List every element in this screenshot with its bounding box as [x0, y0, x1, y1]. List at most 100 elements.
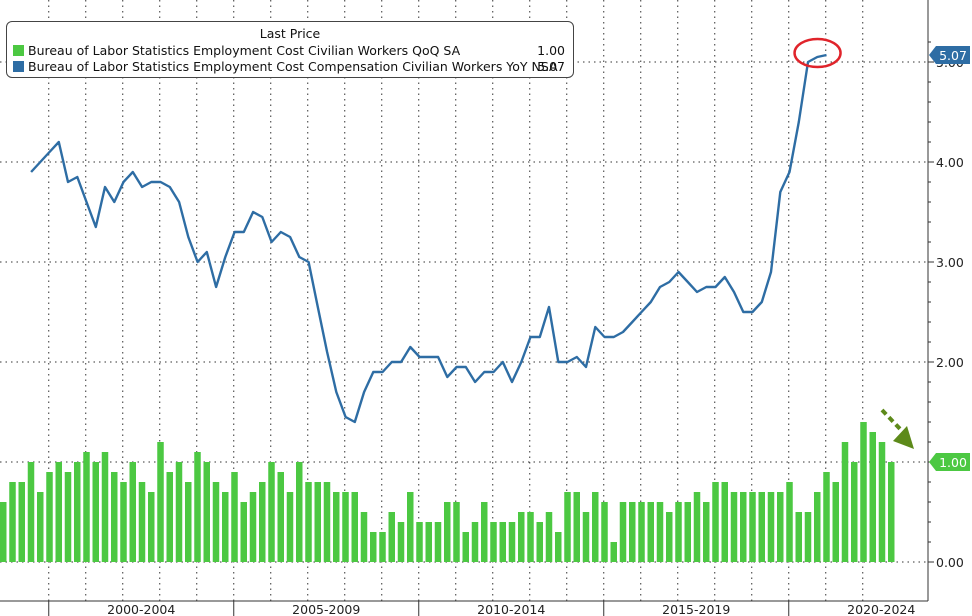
qoq-bar: [175, 462, 183, 562]
qoq-bar: [767, 492, 775, 562]
qoq-bar: [619, 502, 627, 562]
qoq-bar: [656, 502, 664, 562]
legend-label-qoq: Bureau of Labor Statistics Employment Co…: [28, 43, 461, 58]
qoq-bar: [379, 532, 386, 562]
x-period-label: 2015-2019: [662, 602, 730, 616]
qoq-bar: [832, 482, 839, 562]
annotations: [793, 37, 914, 449]
qoq-bar: [629, 502, 636, 562]
qoq-bar: [296, 462, 303, 562]
qoq-bar: [555, 532, 562, 562]
qoq-bar: [101, 452, 109, 562]
qoq-bar: [37, 492, 44, 562]
qoq-bar: [314, 482, 321, 562]
legend-label-yoy: Bureau of Labor Statistics Employment Co…: [28, 59, 558, 74]
qoq-bar: [730, 492, 738, 562]
qoq-bar: [499, 522, 506, 562]
trend-arrow: [880, 408, 914, 449]
svg-text:1.00: 1.00: [939, 455, 967, 470]
qoq-bar: [240, 502, 247, 562]
qoq-bar: [758, 492, 765, 562]
qoq-bar: [212, 482, 220, 562]
qoq-bar: [370, 532, 377, 562]
qoq-bar: [46, 472, 53, 562]
qoq-bar: [508, 522, 516, 562]
qoq-bar: [0, 502, 7, 562]
qoq-bar: [712, 482, 719, 562]
qoq-bar: [83, 452, 90, 562]
x-period-label: 2005-2009: [292, 602, 360, 616]
qoq-bar: [9, 482, 16, 562]
qoq-bar: [388, 512, 395, 562]
qoq-bar: [647, 502, 654, 562]
qoq-bar: [259, 482, 266, 562]
qoq-bar: [222, 492, 229, 562]
qoq-bar: [120, 482, 127, 562]
svg-text:5.07: 5.07: [939, 48, 967, 63]
qoq-bar: [684, 502, 691, 562]
qoq-bar: [305, 482, 312, 562]
qoq-bar: [148, 492, 155, 562]
qoq-bar: [333, 492, 340, 562]
qoq-bar: [434, 522, 442, 562]
last-value-tag-yoy: 5.07: [929, 46, 970, 64]
qoq-bar: [860, 422, 867, 562]
qoq-bar: [814, 492, 821, 562]
qoq-bar: [795, 512, 802, 562]
qoq-bar: [416, 522, 423, 562]
qoq-bar: [64, 472, 72, 562]
qoq-bar: [666, 512, 673, 562]
x-period-label: 2020-2024: [847, 602, 915, 616]
qoq-bar: [490, 522, 497, 562]
qoq-bar: [351, 492, 358, 562]
qoq-bar: [471, 522, 479, 562]
qoq-bar: [74, 462, 81, 562]
qoq-bar: [407, 492, 414, 562]
qoq-bar: [185, 482, 192, 562]
qoq-bar: [249, 492, 257, 562]
qoq-bar: [869, 432, 876, 562]
legend: Last Price Bureau of Labor Statistics Em…: [6, 21, 574, 78]
qoq-bar: [545, 512, 553, 562]
qoq-bar: [397, 522, 405, 562]
qoq-bar: [703, 502, 710, 562]
y-tick-label: 0.00: [936, 555, 964, 570]
qoq-bar: [360, 512, 368, 562]
qoq-bar: [444, 502, 451, 562]
y-tick-label: 2.00: [936, 355, 964, 370]
qoq-bar: [55, 462, 62, 562]
qoq-bar: [804, 512, 812, 562]
qoq-bar: [194, 452, 201, 562]
highlight-circle: [793, 37, 842, 69]
qoq-bar: [138, 482, 146, 562]
qoq-bar: [786, 482, 793, 562]
qoq-bar: [231, 472, 238, 562]
qoq-bar: [18, 482, 25, 562]
qoq-bar: [878, 442, 886, 562]
qoq-bar: [277, 472, 284, 562]
qoq-bar: [638, 502, 645, 562]
qoq-bar: [203, 462, 210, 562]
qoq-bar: [675, 502, 682, 562]
qoq-bar: [841, 442, 849, 562]
qoq-bar: [157, 442, 164, 562]
qoq-bar: [342, 492, 349, 562]
qoq-bar: [888, 462, 895, 562]
qoq-bar: [601, 502, 608, 562]
qoq-bar: [462, 532, 469, 562]
last-value-tag-qoq: 1.00: [929, 453, 970, 471]
qoq-bar: [425, 522, 432, 562]
qoq-bar: [582, 512, 590, 562]
legend-swatch-green: [13, 45, 24, 56]
yoy-line-series: [30, 53, 827, 424]
qoq-bar: [268, 462, 275, 562]
legend-entry-qoq: Bureau of Labor Statistics Employment Co…: [13, 43, 565, 58]
qoq-bar: [851, 462, 858, 562]
qoq-bar: [721, 482, 728, 562]
qoq-bars: [0, 54, 895, 562]
y-tick-label: 4.00: [936, 155, 964, 170]
x-period-label: 2010-2014: [477, 602, 545, 616]
qoq-bar: [777, 492, 784, 562]
qoq-bar: [527, 512, 534, 562]
